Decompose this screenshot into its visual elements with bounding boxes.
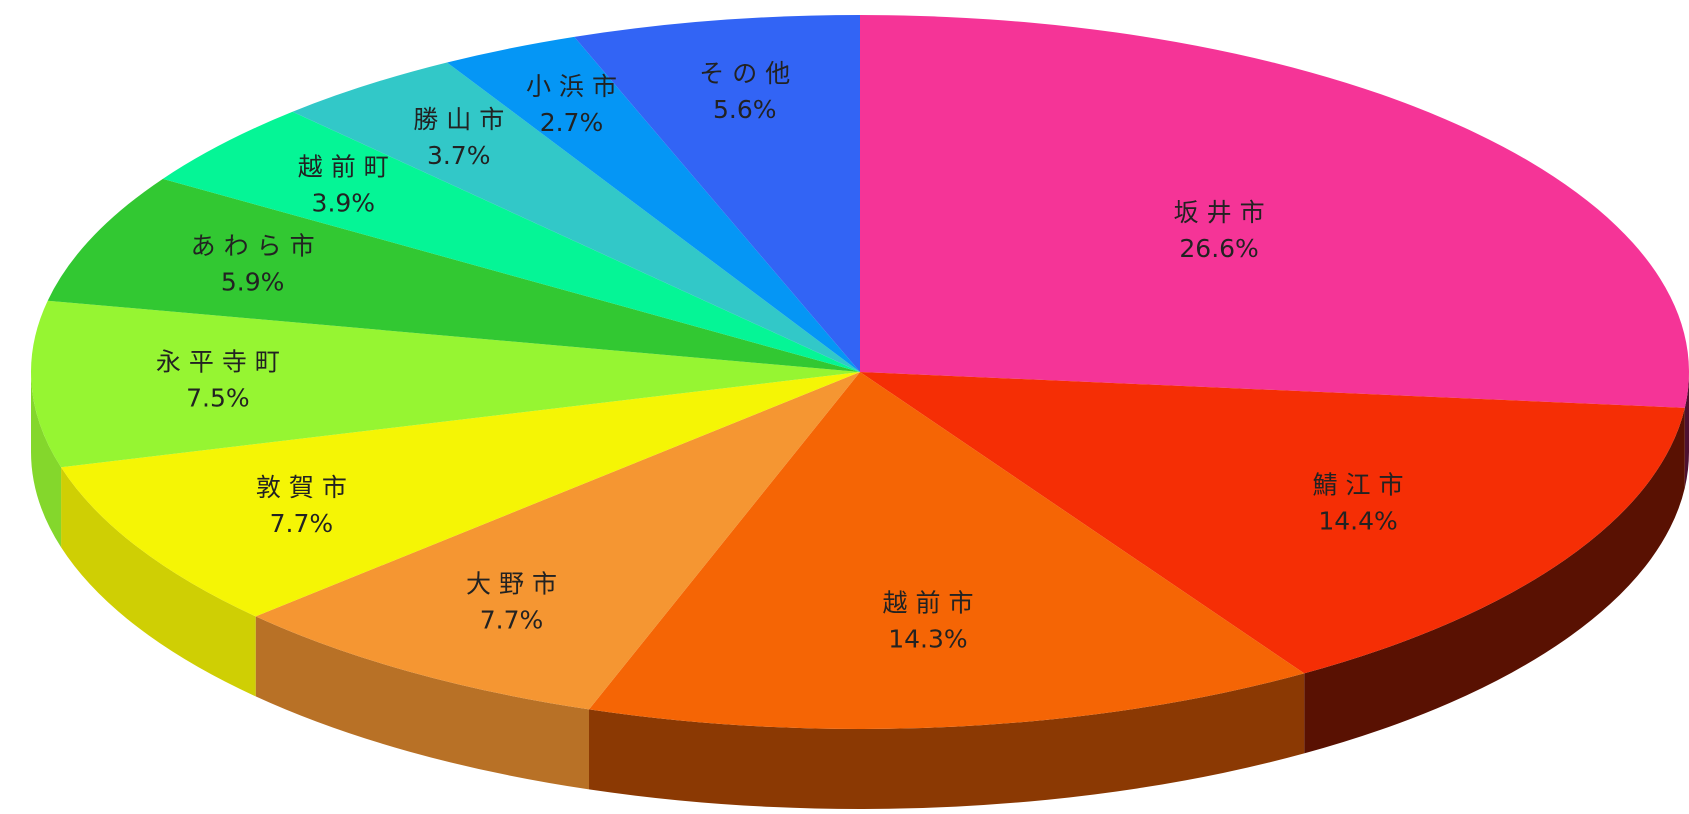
slice-side (61, 467, 256, 697)
slice-value-label: 3.9% (312, 189, 376, 218)
slice-side (1304, 407, 1685, 754)
slice-label: あわら市 (191, 232, 323, 261)
slice (47, 178, 861, 372)
slice (860, 372, 1685, 674)
slice (292, 62, 860, 373)
slice (574, 15, 860, 372)
slice (61, 372, 861, 617)
slice-label: 鯖江市 (1313, 470, 1412, 499)
slice-value-label: 2.7% (540, 108, 604, 137)
slice (255, 372, 861, 710)
slice-label: 小浜市 (526, 72, 625, 101)
slice-value-label: 7.7% (480, 606, 544, 635)
slice-side (1684, 372, 1689, 488)
slice-value-label: 5.9% (221, 268, 285, 297)
slice-value-label: 7.5% (186, 384, 250, 413)
slice (31, 300, 861, 468)
slice-side (31, 372, 62, 548)
slice-side (589, 673, 1305, 809)
slice-label: 勝山市 (413, 105, 512, 134)
pie-sides (31, 372, 1689, 809)
slice-value-label: 14.3% (888, 625, 967, 654)
slice-label: その他 (699, 59, 798, 88)
slice (162, 111, 860, 372)
slice (589, 372, 1305, 729)
slice (447, 36, 860, 373)
slice-label: 大野市 (466, 570, 565, 599)
slice-label: 越前市 (882, 589, 981, 618)
slice-side (255, 616, 590, 790)
slice-value-label: 3.7% (427, 141, 491, 170)
slice-label: 越前町 (298, 153, 397, 182)
slice-label: 敦賀市 (256, 473, 355, 502)
slice (860, 15, 1689, 408)
slice-value-label: 5.6% (713, 95, 777, 124)
slice-label: 坂井市 (1174, 198, 1273, 227)
slice-value-label: 14.4% (1318, 506, 1397, 535)
slice-value-label: 7.7% (270, 509, 334, 538)
slice-value-label: 26.6% (1179, 234, 1258, 263)
slice-label: 永平寺町 (156, 348, 288, 377)
